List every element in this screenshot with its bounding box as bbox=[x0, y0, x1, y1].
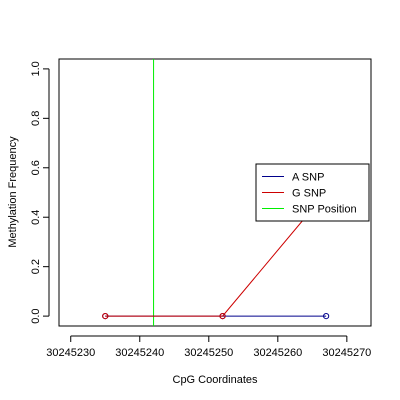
y-tick-label: 0.8 bbox=[30, 111, 42, 126]
series-line-g-snp bbox=[105, 192, 327, 317]
plot-frame bbox=[58, 58, 372, 327]
x-tick-label: 30245260 bbox=[253, 347, 302, 359]
y-tick-label: 1.0 bbox=[30, 61, 42, 76]
legend-label-snp-position: SNP Position bbox=[292, 204, 357, 216]
x-axis-label: CpG Coordinates bbox=[173, 374, 258, 386]
series-point-g-snp bbox=[219, 313, 226, 320]
series-point-g-snp bbox=[102, 313, 109, 320]
x-axis: 30245230 30245240 30245250 30245260 30245270 bbox=[46, 335, 371, 359]
x-tick-label: 30245270 bbox=[322, 347, 371, 359]
y-tick-label: 0.4 bbox=[30, 210, 42, 225]
x-tick-label: 30245230 bbox=[46, 347, 95, 359]
y-tick-label: 0.6 bbox=[30, 160, 42, 175]
y-axis-label: Methylation Frequency bbox=[7, 136, 19, 248]
series-point-a-snp bbox=[323, 313, 330, 320]
legend-label-a-snp: A SNP bbox=[292, 172, 324, 184]
y-tick-label: 0.2 bbox=[30, 259, 42, 274]
legend-label-g-snp: G SNP bbox=[292, 188, 326, 200]
x-tick-label: 30245250 bbox=[184, 347, 233, 359]
x-tick-label: 30245240 bbox=[115, 347, 164, 359]
legend: A SNP G SNP SNP Position bbox=[255, 163, 370, 222]
y-axis: 0.0 0.2 0.4 0.6 0.8 1.0 bbox=[30, 61, 50, 324]
y-tick-label: 0.0 bbox=[30, 308, 42, 323]
